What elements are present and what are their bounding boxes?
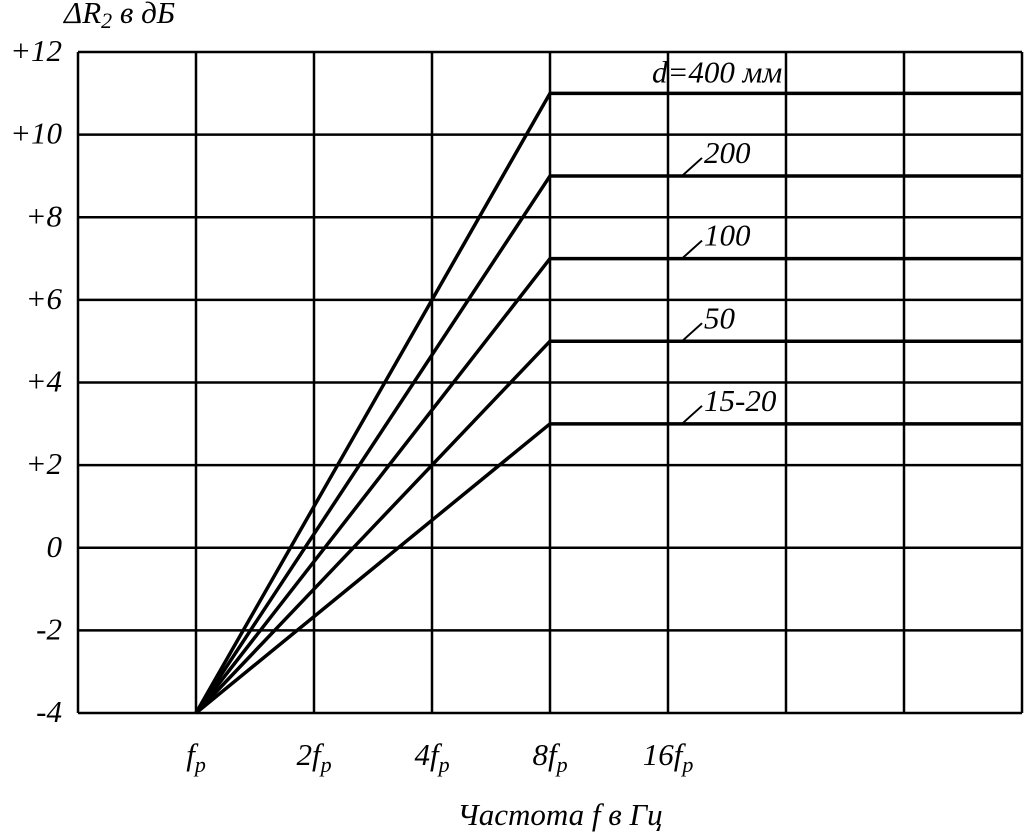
series-label: 200	[704, 135, 751, 170]
series-line	[194, 174, 1022, 714]
series-label: 15-20	[704, 383, 777, 418]
leader-line	[681, 239, 703, 260]
y-axis-label: ΔR2 в дБ	[62, 0, 175, 33]
y-tick-label: +10	[10, 116, 62, 151]
series-line	[194, 256, 1022, 715]
series-line	[194, 339, 1022, 715]
y-tick-label: +2	[26, 446, 62, 481]
series-line	[194, 422, 1022, 715]
leader-line	[681, 322, 703, 342]
y-tick-label: -2	[36, 611, 62, 646]
leader-line	[681, 157, 703, 177]
x-axis-label: Частота f в Гц	[457, 797, 662, 832]
series-label: 100	[704, 218, 751, 253]
x-tick-label: 2fp	[296, 737, 331, 777]
series-line	[194, 91, 1022, 714]
leader-line	[681, 405, 703, 425]
y-tick-label: +4	[26, 364, 62, 399]
x-tick-label: 16fp	[643, 737, 694, 777]
x-tick-label: 4fp	[414, 737, 449, 777]
y-tick-label: +8	[26, 198, 63, 233]
series-label: d=400 мм	[652, 54, 782, 89]
y-tick-label: +12	[10, 33, 62, 68]
series-label: 50	[704, 300, 736, 335]
x-tick-label: 8fp	[532, 737, 567, 777]
y-tick-label: -4	[36, 694, 62, 729]
x-tick-label: fp	[186, 737, 206, 777]
y-tick-label: +6	[26, 281, 63, 316]
y-tick-label: 0	[47, 529, 63, 564]
